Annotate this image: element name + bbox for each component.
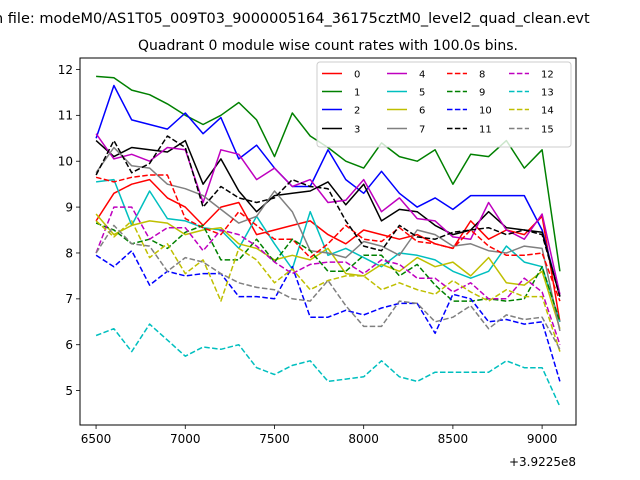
legend-label-11: 11 xyxy=(479,125,492,136)
series-line-14 xyxy=(95,220,561,352)
plot-area xyxy=(95,75,561,407)
series-line-12 xyxy=(95,206,561,345)
series-line-6 xyxy=(95,213,561,329)
x-tick-label: 8000 xyxy=(348,432,379,446)
series-line-11 xyxy=(95,135,561,297)
x-tick-label: 7500 xyxy=(259,432,290,446)
legend-label-8: 8 xyxy=(479,70,485,81)
y-tick-label: 8 xyxy=(65,246,73,260)
legend-label-10: 10 xyxy=(479,106,492,117)
legend-label-15: 15 xyxy=(541,125,554,136)
y-tick-label: 11 xyxy=(58,109,73,123)
x-tick-label: 6500 xyxy=(81,432,112,446)
figure-suptitle: n file: modeM0/AS1T05_009T03_9000005164_… xyxy=(0,11,590,27)
legend-label-14: 14 xyxy=(541,106,554,117)
legend-label-9: 9 xyxy=(479,88,485,99)
x-offset-label: +3.9225e8 xyxy=(509,455,576,469)
legend-label-1: 1 xyxy=(354,88,360,99)
legend-label-3: 3 xyxy=(354,125,360,136)
legend-label-2: 2 xyxy=(354,106,360,117)
y-tick-label: 9 xyxy=(65,200,73,214)
series-line-2 xyxy=(95,84,561,297)
series-line-10 xyxy=(95,249,561,382)
y-tick-label: 12 xyxy=(58,63,73,77)
series-line-13 xyxy=(95,323,561,407)
y-tick-label: 7 xyxy=(65,292,73,306)
series-line-7 xyxy=(95,146,561,332)
series-line-8 xyxy=(95,174,561,302)
y-tick-label: 6 xyxy=(65,338,73,352)
legend-box xyxy=(316,61,572,148)
series-line-9 xyxy=(95,222,561,323)
series-line-4 xyxy=(95,133,561,295)
series-line-0 xyxy=(95,178,561,322)
legend-label-13: 13 xyxy=(541,88,554,99)
series-line-5 xyxy=(96,178,561,323)
x-tick-label: 8500 xyxy=(438,432,469,446)
y-tick-label: 5 xyxy=(65,384,73,398)
y-tick-label: 10 xyxy=(58,155,73,169)
legend-label-4: 4 xyxy=(419,70,425,81)
legend-label-6: 6 xyxy=(419,106,425,117)
x-tick-label: 9000 xyxy=(527,432,558,446)
legend-label-12: 12 xyxy=(541,70,554,81)
chart-title: Quadrant 0 module wise count rates with … xyxy=(138,38,518,54)
series-line-15 xyxy=(95,224,561,350)
legend-label-7: 7 xyxy=(419,125,425,136)
legend-label-5: 5 xyxy=(419,88,425,99)
x-tick-label: 7000 xyxy=(170,432,201,446)
legend-label-0: 0 xyxy=(354,70,360,81)
plot-frame xyxy=(79,57,577,426)
